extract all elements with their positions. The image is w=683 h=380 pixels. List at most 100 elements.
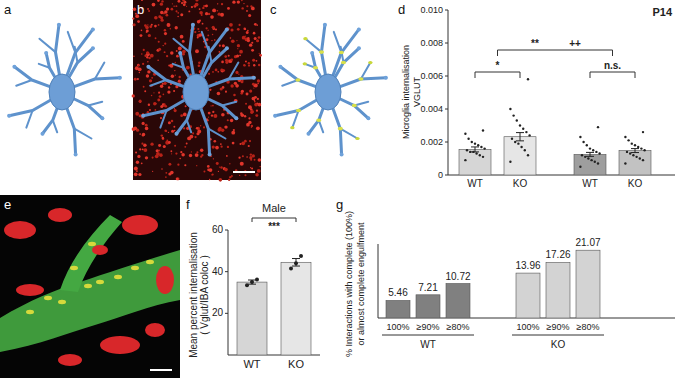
data-point bbox=[579, 136, 581, 138]
vglut-puncta bbox=[198, 31, 199, 32]
vglut-puncta bbox=[137, 78, 139, 80]
vglut-puncta bbox=[179, 158, 180, 159]
data-point bbox=[464, 159, 466, 161]
vglut-puncta bbox=[175, 74, 176, 75]
vglut-puncta bbox=[249, 90, 252, 93]
vglut-puncta bbox=[197, 28, 199, 30]
vglut-puncta bbox=[215, 69, 218, 72]
vglut-puncta bbox=[215, 146, 219, 150]
vglut-puncta bbox=[164, 32, 167, 35]
vglut-puncta bbox=[238, 74, 239, 75]
vglut-puncta bbox=[254, 37, 257, 40]
vglut-puncta bbox=[224, 168, 228, 172]
vglut-puncta bbox=[195, 0, 198, 2]
vglut-puncta bbox=[205, 27, 207, 29]
vglut-puncta bbox=[240, 112, 243, 115]
category-label: WT bbox=[582, 178, 598, 189]
engulfed-spot bbox=[88, 242, 96, 246]
vglut-puncta bbox=[157, 99, 160, 102]
vglut-puncta bbox=[217, 10, 219, 12]
vglut-puncta bbox=[243, 27, 246, 30]
vglut-puncta bbox=[160, 85, 163, 88]
sub-branch bbox=[74, 129, 91, 139]
branch-tip bbox=[208, 153, 212, 157]
vglut-puncta bbox=[192, 132, 194, 134]
colocalised-spot bbox=[303, 37, 307, 40]
y-tick-label: 0 bbox=[438, 170, 443, 180]
vglut-puncta bbox=[205, 5, 208, 8]
vglut-puncta bbox=[135, 112, 139, 116]
vglut-puncta bbox=[246, 10, 248, 12]
colocalised-spot bbox=[368, 61, 372, 64]
vglut-puncta bbox=[173, 90, 175, 92]
vglut-puncta bbox=[246, 31, 249, 34]
vglut-puncta bbox=[212, 9, 216, 13]
vglut-puncta bbox=[191, 6, 193, 8]
sub-branch bbox=[340, 129, 357, 139]
vglut-puncta bbox=[177, 16, 179, 18]
sub-branch bbox=[202, 32, 210, 53]
vglut-puncta bbox=[207, 34, 209, 36]
data-point bbox=[520, 146, 522, 148]
data-point bbox=[624, 136, 626, 138]
engulfed-spot bbox=[84, 284, 92, 288]
data-point bbox=[589, 147, 591, 149]
vglut-puncta bbox=[257, 83, 259, 85]
sub-branch bbox=[68, 32, 76, 53]
vglut-puncta bbox=[212, 71, 214, 73]
vglut-puncta bbox=[197, 37, 199, 39]
vglut-puncta bbox=[207, 165, 210, 168]
branch-tip bbox=[91, 46, 95, 50]
vglut-puncta bbox=[246, 92, 249, 95]
vglut-puncta bbox=[217, 71, 219, 73]
vglut-puncta bbox=[170, 28, 172, 30]
vglut-puncta bbox=[179, 76, 181, 78]
data-point bbox=[594, 161, 596, 163]
data-point bbox=[586, 144, 588, 146]
vglut-puncta bbox=[243, 64, 245, 66]
microglia-cell bbox=[141, 23, 256, 157]
vglut-puncta bbox=[237, 48, 238, 49]
soma bbox=[49, 74, 75, 110]
vglut-puncta bbox=[219, 45, 221, 47]
chart-title: Male bbox=[262, 202, 286, 214]
vglut-puncta bbox=[152, 171, 153, 172]
vglut-puncta bbox=[200, 125, 201, 126]
significance-label: n.s. bbox=[604, 60, 621, 71]
vglut-puncta bbox=[218, 128, 222, 132]
image-background bbox=[0, 195, 180, 378]
panel-label: e bbox=[4, 197, 11, 212]
data-point bbox=[471, 141, 473, 143]
vglut-puncta bbox=[164, 29, 166, 31]
vglut-puncta bbox=[217, 3, 218, 4]
vglut-puncta bbox=[197, 20, 200, 23]
vglut-puncta bbox=[213, 140, 216, 143]
vglut-puncta bbox=[196, 127, 198, 129]
vglut-puncta bbox=[251, 127, 252, 128]
vglut-puncta bbox=[220, 145, 222, 147]
vglut-puncta bbox=[148, 10, 150, 12]
vglut-puncta bbox=[149, 109, 151, 111]
vglut-puncta bbox=[209, 179, 210, 180]
vglut-puncta bbox=[145, 26, 149, 30]
y-tick-label: 0.002 bbox=[420, 137, 443, 147]
vglut-puncta bbox=[137, 155, 140, 158]
branch-tip bbox=[366, 116, 370, 120]
vglut-puncta bbox=[168, 172, 171, 175]
vglut-puncta bbox=[164, 10, 168, 14]
vglut-puncta bbox=[183, 127, 185, 129]
sub-branch bbox=[319, 120, 323, 132]
panel-label: c bbox=[270, 2, 277, 17]
vglut-puncta bbox=[177, 12, 179, 14]
vglut-puncta bbox=[183, 113, 187, 117]
vglut-puncta bbox=[175, 62, 176, 63]
vglut-puncta bbox=[216, 162, 219, 165]
bar bbox=[237, 282, 267, 355]
microglia-cell bbox=[273, 23, 388, 157]
vglut-puncta bbox=[195, 153, 199, 157]
y-axis-label: Microglia internalisation bbox=[401, 45, 411, 139]
vglut-puncta bbox=[207, 169, 210, 172]
soma bbox=[183, 74, 209, 110]
vglut-puncta bbox=[251, 125, 253, 127]
error-bar bbox=[248, 280, 256, 284]
